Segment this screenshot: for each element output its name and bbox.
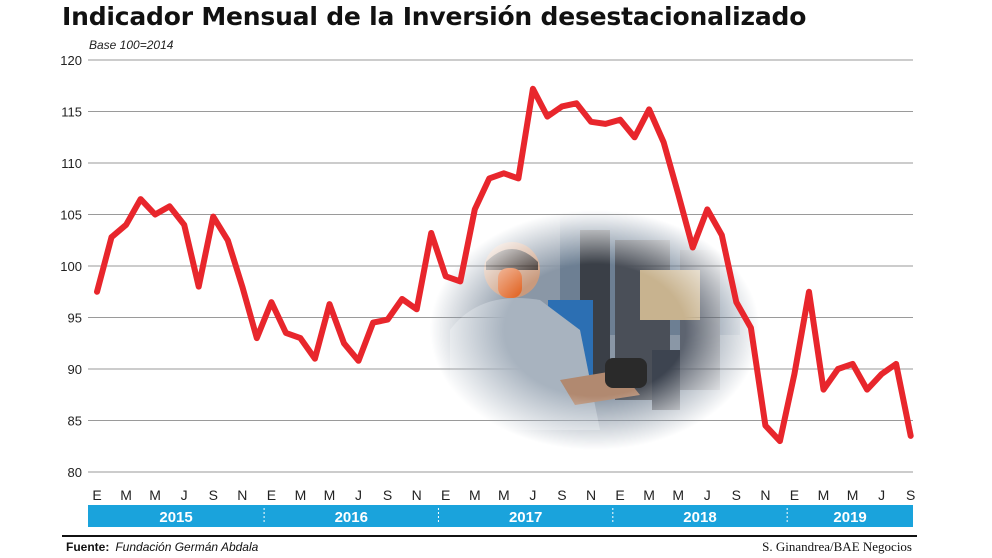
y-tick-label: 80 xyxy=(68,465,82,480)
x-tick-label: M xyxy=(847,487,859,503)
y-tick-label: 85 xyxy=(68,414,82,429)
series-line xyxy=(94,85,914,445)
x-tick-label: M xyxy=(469,487,481,503)
year-band xyxy=(88,505,913,527)
x-tick-label: N xyxy=(237,487,247,503)
x-tick-label: S xyxy=(209,487,218,503)
x-tick-label: M xyxy=(643,487,655,503)
y-tick-label: 105 xyxy=(60,208,82,223)
y-tick-label: 90 xyxy=(68,362,82,377)
x-tick-label: E xyxy=(92,487,101,503)
y-axis-ticks: 80 85 90 95 100 105 110 115 120 xyxy=(60,53,82,480)
x-tick-label: N xyxy=(586,487,596,503)
year-labels: 2015 2016 2017 2018 2019 xyxy=(159,508,867,526)
x-tick-label: S xyxy=(732,487,741,503)
x-tick-label: J xyxy=(704,487,711,503)
x-tick-label: S xyxy=(557,487,566,503)
year-label: 2019 xyxy=(833,509,866,526)
credit: S. Ginandrea/BAE Negocios xyxy=(762,539,912,554)
y-tick-label: 115 xyxy=(61,105,82,120)
y-tick-label: 120 xyxy=(60,53,82,68)
page-title: Indicador Mensual de la Inversión desest… xyxy=(62,2,807,31)
year-label: 2016 xyxy=(335,509,368,526)
source-value: Fundación Germán Abdala xyxy=(115,540,259,554)
x-tick-label: M xyxy=(149,487,161,503)
source-line: Fuente: Fundación Germán Abdala xyxy=(66,540,258,554)
x-tick-label: M xyxy=(498,487,510,503)
x-tick-label: M xyxy=(672,487,684,503)
x-tick-label: S xyxy=(906,487,915,503)
x-tick-label: M xyxy=(818,487,830,503)
x-tick-label: J xyxy=(181,487,188,503)
x-tick-label: E xyxy=(790,487,799,503)
footer-divider xyxy=(62,535,917,537)
y-tick-label: 95 xyxy=(68,311,82,326)
x-tick-label: N xyxy=(412,487,422,503)
x-tick-label: J xyxy=(355,487,362,503)
x-tick-label: S xyxy=(383,487,392,503)
x-tick-label: J xyxy=(878,487,885,503)
x-tick-label: M xyxy=(295,487,307,503)
chart-subtitle: Base 100=2014 xyxy=(89,38,174,52)
x-tick-label: M xyxy=(120,487,132,503)
x-tick-label: E xyxy=(615,487,624,503)
year-label: 2018 xyxy=(683,509,716,526)
x-tick-label: J xyxy=(529,487,536,503)
source-label: Fuente: xyxy=(66,540,110,554)
x-tick-label: E xyxy=(267,487,276,503)
x-tick-label: E xyxy=(441,487,450,503)
year-label: 2017 xyxy=(509,509,542,526)
y-tick-label: 100 xyxy=(60,259,82,274)
x-tick-label: M xyxy=(324,487,336,503)
y-tick-label: 110 xyxy=(61,156,82,171)
factory-worker-photo xyxy=(430,210,760,450)
x-tick-label: N xyxy=(760,487,770,503)
year-label: 2015 xyxy=(159,509,192,526)
